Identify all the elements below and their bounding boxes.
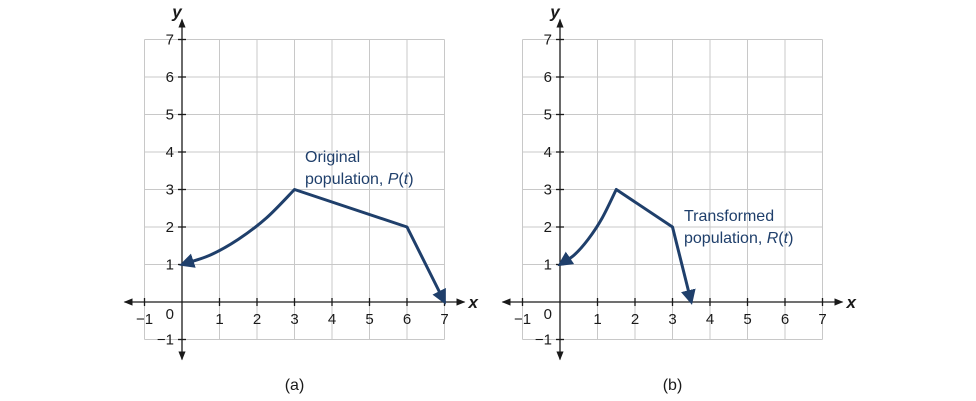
x-tick-label: −1 <box>514 311 531 328</box>
x-tick-label: 4 <box>328 311 336 328</box>
series-line <box>179 188 446 305</box>
x-tick-label: 1 <box>593 311 601 328</box>
y-tick-label: −1 <box>157 332 174 349</box>
x-tick-label: 6 <box>781 311 789 328</box>
series-line <box>557 188 696 305</box>
x-axis-label: x <box>468 293 480 312</box>
annotation-line-2: population, R(t) <box>684 230 793 247</box>
y-tick-label: −1 <box>535 332 552 349</box>
y-tick-label: 5 <box>166 107 174 124</box>
origin-label: 0 <box>166 306 174 323</box>
x-tick-label: −1 <box>136 311 153 328</box>
y-tick-label: 3 <box>166 182 174 199</box>
y-tick-label: 7 <box>166 32 174 49</box>
x-tick-label: 5 <box>743 311 751 328</box>
y-tick-label: 4 <box>166 144 174 161</box>
annotation-line-1: Original <box>305 149 360 166</box>
chart-panel-b: x y −1 1 2 3 4 5 6 7 −1 1 2 3 4 5 6 7 0 Transformed populati… <box>501 3 858 394</box>
y-tick-label: 6 <box>166 69 174 86</box>
annotation-line-1: Transformed <box>684 208 774 225</box>
y-tick-label: 5 <box>544 107 552 124</box>
x-tick-label: 7 <box>440 311 448 328</box>
x-tick-label: 4 <box>706 311 714 328</box>
x-tick-label: 2 <box>253 311 261 328</box>
y-tick-label: 2 <box>544 219 552 236</box>
y-tick-label: 3 <box>544 182 552 199</box>
x-axis-label: x <box>846 293 858 312</box>
x-tick-label: 3 <box>290 311 298 328</box>
y-tick-label: 4 <box>544 144 552 161</box>
y-axis-label: y <box>171 3 183 22</box>
x-tick-label: 3 <box>668 311 676 328</box>
x-tick-label: 2 <box>631 311 639 328</box>
y-tick-label: 6 <box>544 69 552 86</box>
y-tick-label: 1 <box>166 257 174 274</box>
chart-panel-a: x y −1 1 2 3 4 5 6 7 −1 1 2 3 4 5 6 7 0 Original population,… <box>123 3 480 394</box>
x-tick-label: 1 <box>215 311 223 328</box>
x-tick-label: 6 <box>403 311 411 328</box>
origin-label: 0 <box>544 306 552 323</box>
y-tick-label: 7 <box>544 32 552 49</box>
y-tick-label: 2 <box>166 219 174 236</box>
y-tick-label: 1 <box>544 257 552 274</box>
panel-caption: (a) <box>285 377 305 394</box>
annotation-line-2: population, P(t) <box>305 171 414 188</box>
x-tick-label: 7 <box>818 311 826 328</box>
panel-caption: (b) <box>663 377 683 394</box>
x-tick-label: 5 <box>365 311 373 328</box>
y-axis-label: y <box>549 3 561 22</box>
